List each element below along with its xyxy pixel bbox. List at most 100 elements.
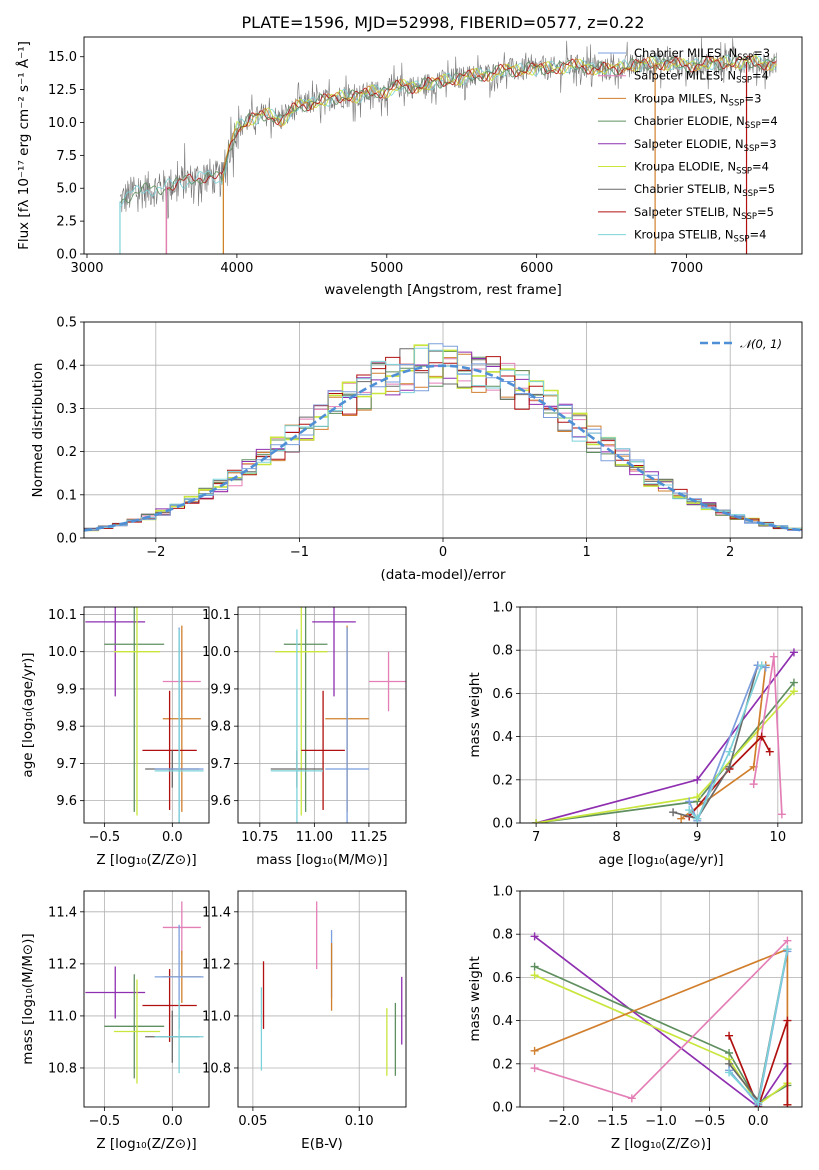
model-spectrum-line: [119, 55, 777, 204]
panel-7-frame: [519, 890, 803, 1108]
x-tick-label: −1: [290, 545, 309, 560]
panel-7-axes: −2.0 −1.5 −1.0 −0.5 0.0 0.0 0.2 0.4 0.6 0.8 1.0: [492, 885, 802, 1129]
y-tick-label: 11.4: [202, 905, 231, 920]
y-tick-label: 10.1: [202, 608, 231, 623]
y-axis-label: age [log₁₀(age/yr)]: [20, 652, 36, 777]
x-tick-label: 0: [439, 545, 447, 560]
y-tick-label: 0.3: [56, 402, 77, 417]
y-tick-label: 10.0: [48, 116, 77, 131]
legend-label: Kroupa MILES, NSSP=3: [634, 91, 761, 108]
x-axis-label: age [log₁₀(age/yr)]: [598, 852, 723, 868]
y-tick-label: 0.0: [56, 248, 77, 263]
y-tick-label: 11.4: [48, 905, 77, 920]
x-tick-label: 5000: [370, 261, 403, 276]
series-marker: [530, 932, 539, 941]
y-tick-label: 0.0: [492, 1101, 513, 1116]
y-tick-label: 0.2: [492, 773, 513, 788]
legend-label-suffix: =5: [758, 182, 775, 196]
histogram-plot: [84, 343, 802, 532]
panel-3-frame: [237, 606, 407, 824]
y-tick-label: 0.8: [492, 644, 513, 659]
y-tick-label: 0.5: [56, 316, 77, 331]
x-axis-label: wavelength [Angstrom, rest frame]: [324, 282, 562, 298]
y-tick-label: 1.0: [492, 885, 513, 900]
legend-label-sub: SSP: [729, 98, 745, 108]
panel-3-axes: 10.75 11.00 11.25 9.6 9.7 9.8 9.9 10.0 10.1: [202, 607, 406, 845]
series-marker: [725, 1068, 734, 1077]
y-tick-label: 2.5: [56, 215, 77, 230]
x-axis-label: Z [log₁₀(Z/Z⊙)]: [96, 1136, 196, 1152]
panel-1-frame: [83, 321, 803, 539]
x-tick-label: −2.0: [548, 1114, 580, 1129]
y-tick-label: 0.2: [492, 1057, 513, 1072]
legend-label-main: Chabrier MILES, N: [634, 46, 737, 60]
legend-label-sub: SSP: [742, 189, 758, 199]
panels: 3000 4000 5000 6000 70000.02.55.07.510.012.5…: [15, 36, 803, 1152]
y-tick-label: 12.5: [48, 83, 77, 98]
x-tick-label: 4000: [220, 261, 253, 276]
legend-label-suffix: =4: [761, 114, 778, 128]
y-tick-label: 0.4: [492, 1014, 513, 1029]
x-axis-label: (data-model)/error: [380, 567, 506, 583]
y-tick-label: 15.0: [48, 50, 77, 65]
panel-2-frame: [83, 606, 210, 824]
series-marker: [693, 775, 702, 784]
x-tick-label: 9: [693, 830, 701, 845]
x-tick-label: 1: [582, 545, 590, 560]
errorbar-plot: [270, 607, 406, 823]
series-line: [688, 665, 763, 821]
legend-label-main: Kroupa STELIB, N: [634, 228, 734, 242]
legend-label-suffix: =5: [757, 205, 774, 219]
legend-label: Chabrier STELIB, NSSP=5: [634, 182, 775, 199]
panel-6-frame: [237, 890, 407, 1108]
x-tick-label: −0.5: [89, 830, 121, 845]
y-tick-label: 0.0: [492, 817, 513, 832]
spectrum-plot: [119, 37, 777, 254]
y-tick-label: 9.9: [210, 682, 231, 697]
series-marker: [530, 962, 539, 971]
x-axis-label: Z [log₁₀(Z/Z⊙)]: [96, 852, 196, 868]
series-marker: [749, 780, 758, 789]
legend-label-main: Salpeter ELODIE, N: [634, 137, 744, 151]
legend-label-sub: SSP: [744, 144, 760, 154]
series-marker: [530, 1046, 539, 1055]
series-marker: [725, 762, 734, 771]
series-line: [728, 1020, 789, 1107]
legend-label: Kroupa ELODIE, NSSP=4: [634, 160, 769, 177]
legend-label-sub: SSP: [745, 121, 761, 131]
series-marker: [757, 661, 766, 670]
x-tick-label: 0.0: [162, 830, 183, 845]
x-tick-label: 2: [726, 545, 734, 560]
x-tick-label: 7000: [670, 261, 703, 276]
series-marker: [530, 971, 539, 980]
series-marker: [789, 648, 798, 657]
y-tick-label: 11.2: [202, 957, 231, 972]
legend-label: Salpeter STELIB, NSSP=5: [634, 205, 774, 222]
legend-label-sub: SSP: [741, 212, 757, 222]
y-axis-label: mass weight: [467, 672, 483, 757]
legend-label: Kroupa STELIB, NSSP=4: [634, 228, 766, 245]
x-tick-label: 3000: [70, 261, 103, 276]
series-marker: [765, 747, 774, 756]
series-marker: [783, 1100, 792, 1107]
series-marker: [677, 814, 686, 823]
x-tick-label: 0.0: [162, 1114, 183, 1129]
panel-0-frame: [83, 36, 803, 255]
model-spectrum-line: [222, 55, 777, 169]
legend-label: Salpeter ELODIE, NSSP=3: [634, 137, 777, 154]
panel-2-axes: −0.5 0.0 9.6 9.7 9.8 9.9 10.0 10.1: [48, 607, 209, 845]
y-tick-label: 11.0: [48, 1009, 77, 1024]
x-tick-label: 10.75: [241, 830, 278, 845]
y-tick-label: 0.4: [56, 359, 77, 374]
y-tick-label: 11.0: [202, 1009, 231, 1024]
y-tick-label: 9.7: [210, 757, 231, 772]
legend-label-main: Kroupa ELODIE, N: [634, 160, 736, 174]
x-tick-label: 0.0: [748, 1114, 769, 1129]
mass-weight-plot: [532, 648, 798, 823]
y-tick-label: 0.6: [492, 971, 513, 986]
series-marker: [532, 819, 541, 823]
y-tick-label: 10.8: [202, 1061, 231, 1076]
y-tick-label: 10.1: [48, 608, 77, 623]
series-marker: [530, 1064, 539, 1073]
